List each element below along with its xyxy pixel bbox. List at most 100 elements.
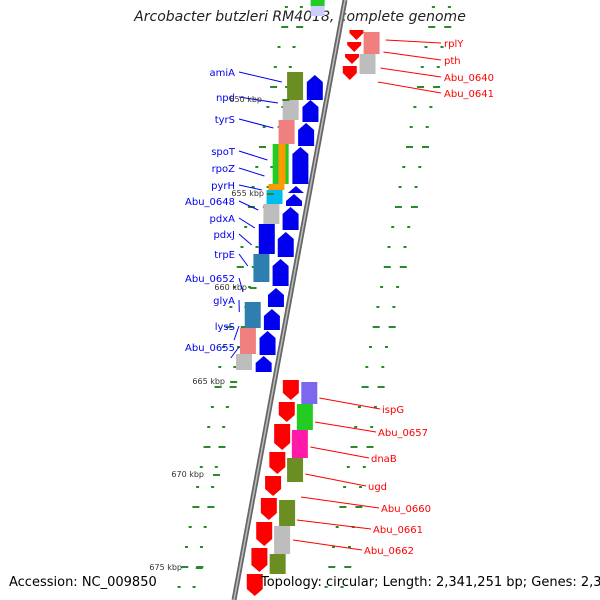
tick-dot (362, 466, 366, 468)
tick-dot (233, 366, 237, 368)
tick-dot (214, 386, 222, 388)
forward-gene-arrow (345, 54, 360, 64)
tick-dot (188, 526, 192, 528)
cog-block (239, 328, 256, 354)
label-leader (230, 346, 240, 359)
gene-label: pth (444, 56, 461, 67)
forward-gene-arrow (278, 402, 295, 422)
label-leader (238, 184, 262, 191)
gene-label: ugd (368, 482, 387, 493)
label-leader (233, 325, 240, 341)
forward-gene-arrow (342, 66, 357, 80)
tick-dot (357, 406, 361, 408)
tick-dot (335, 526, 339, 528)
cog-block (244, 302, 261, 328)
tick-dot (380, 286, 384, 288)
backbone-highlight (233, 0, 346, 600)
cog-block (278, 144, 286, 184)
tick-dot (222, 426, 226, 428)
gene-label: Abu_0641 (444, 89, 494, 100)
gene-label: pyrH (211, 181, 235, 192)
tick-dot (218, 446, 226, 448)
tick-dot (350, 446, 358, 448)
tick-dot (277, 46, 281, 48)
gene-arrows (246, 30, 364, 596)
kbp-label: 675 kbp (149, 563, 182, 572)
tick-dot (214, 466, 218, 468)
forward-gene-arrow (347, 42, 362, 52)
tick-dot (244, 226, 248, 228)
tick-dot (392, 306, 396, 308)
cog-block (268, 184, 285, 190)
reverse-gene-arrow (306, 75, 323, 100)
tick-dot (387, 246, 391, 248)
tick-dot (270, 86, 278, 88)
label-leader (300, 496, 380, 509)
tick-dot (373, 406, 377, 408)
tick-dot (266, 186, 270, 188)
tick-dot (296, 26, 304, 28)
cog-block (287, 458, 304, 482)
reverse-gene-arrow (267, 288, 284, 307)
cog-block (296, 404, 313, 430)
reverse-gene-arrow (255, 356, 272, 372)
cog-block (359, 54, 376, 74)
tick-dot (192, 586, 196, 588)
tick-dot (292, 46, 296, 48)
tick-dot (431, 6, 435, 8)
cog-block (287, 72, 304, 100)
tick-dot (284, 6, 288, 8)
tick-dot (370, 426, 374, 428)
tick-dot (299, 6, 303, 8)
kbp-label: 650 kbp (229, 95, 262, 104)
cog-block (258, 224, 275, 254)
label-leader (238, 71, 282, 83)
tick-dot (429, 106, 433, 108)
tick-dot (398, 186, 402, 188)
gene-label: npd (216, 93, 235, 104)
kbp-labels: 650 kbp 655 kbp 660 kbp 665 kbp 670 kbp 675 k… (149, 95, 290, 572)
tick-dot (377, 386, 385, 388)
cog-block (253, 254, 270, 282)
tick-dot (218, 366, 222, 368)
cog-block (266, 190, 283, 204)
reverse-gene-arrow (263, 309, 280, 330)
gene-label: spoT (211, 147, 236, 158)
reverse-gene-arrow (287, 186, 304, 193)
cog-block (282, 100, 299, 120)
label-leader (380, 67, 442, 78)
tick-dot (394, 206, 402, 208)
tick-dot (428, 26, 436, 28)
tick-dot (346, 466, 350, 468)
tick-dot (273, 66, 277, 68)
tick-dot (420, 66, 424, 68)
tick-dot (365, 366, 369, 368)
tick-dot (262, 126, 266, 128)
tick-dot (424, 46, 428, 48)
label-leader (383, 51, 442, 61)
cog-block (236, 354, 253, 370)
tick-dot (281, 26, 289, 28)
tick-dot (440, 46, 444, 48)
gene-label: tyrS (215, 115, 235, 126)
tick-dot (255, 166, 259, 168)
label-leader (238, 150, 268, 161)
tick-dot (436, 66, 440, 68)
reverse-gene-arrow (286, 194, 302, 206)
tick-dot (347, 546, 351, 548)
cog-block (279, 500, 296, 526)
label-leader (238, 233, 253, 246)
genome-summary-text: Topology: circular; Length: 2,341,251 bp… (261, 575, 600, 590)
tick-dot (196, 486, 200, 488)
tick-dot (391, 226, 395, 228)
tick-dot (251, 186, 255, 188)
accession-text: Accession: NC_009850 (9, 575, 157, 590)
tick-dot (210, 406, 214, 408)
forward-gene-arrow (269, 452, 286, 474)
kbp-tick (249, 287, 257, 289)
label-leader (238, 167, 265, 177)
tick-dot (240, 246, 244, 248)
cog-block (274, 526, 291, 554)
kbp-tick (212, 474, 220, 476)
